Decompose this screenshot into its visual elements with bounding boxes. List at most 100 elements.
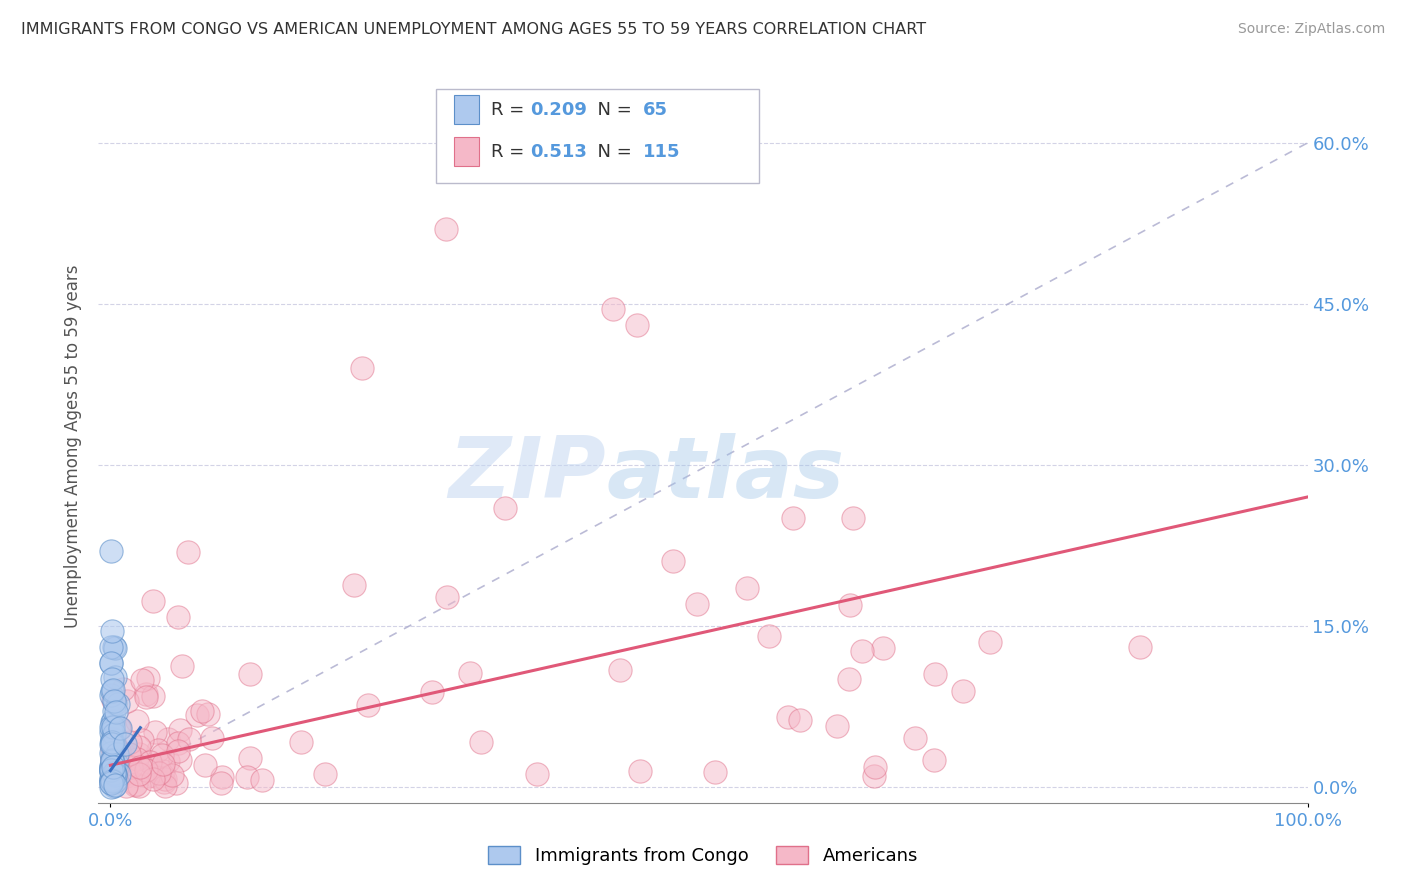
Point [686, 597, 709, 611]
Point [495, 500, 517, 515]
Point [157, 754, 180, 768]
Point [100, 543, 122, 558]
Point [314, 766, 336, 780]
Point [105, 756, 128, 771]
Point [100, 753, 122, 767]
Point [100, 772, 122, 786]
Text: Source: ZipAtlas.com: Source: ZipAtlas.com [1237, 22, 1385, 37]
Point [104, 696, 127, 710]
Text: 0.209: 0.209 [530, 101, 586, 119]
Point [104, 740, 127, 755]
Point [290, 735, 312, 749]
Point [107, 773, 129, 788]
Point [101, 772, 124, 786]
Point [152, 764, 174, 779]
Point [150, 748, 173, 763]
Point [107, 697, 129, 711]
Point [602, 302, 624, 317]
Point [170, 659, 193, 673]
Point [105, 705, 128, 719]
Point [131, 733, 153, 747]
Text: ZIP: ZIP [449, 433, 606, 516]
Point [155, 772, 177, 786]
Point [105, 772, 128, 787]
Point [239, 667, 262, 681]
Point [153, 775, 176, 789]
Point [128, 760, 150, 774]
Point [863, 760, 886, 774]
Point [194, 757, 217, 772]
Text: atlas: atlas [606, 433, 845, 516]
Point [101, 773, 124, 788]
Point [100, 640, 122, 655]
Point [146, 742, 169, 756]
Point [103, 640, 125, 655]
Point [115, 779, 138, 793]
Point [343, 578, 366, 592]
Point [101, 751, 124, 765]
Point [120, 759, 142, 773]
Point [125, 777, 148, 791]
Point [100, 764, 122, 778]
Point [201, 731, 224, 745]
Point [143, 763, 166, 777]
Point [103, 640, 125, 655]
Text: N =: N = [586, 101, 638, 119]
Point [100, 760, 122, 774]
Point [135, 690, 157, 704]
Point [420, 685, 443, 699]
Point [100, 746, 122, 760]
Point [100, 656, 122, 670]
Point [186, 707, 208, 722]
Point [169, 753, 191, 767]
Point [141, 594, 163, 608]
Point [100, 764, 122, 778]
Point [101, 760, 124, 774]
Point [166, 744, 188, 758]
Text: R =: R = [491, 101, 530, 119]
Point [128, 739, 150, 754]
Point [111, 681, 134, 696]
Point [167, 610, 190, 624]
Point [101, 720, 124, 734]
Point [703, 765, 725, 780]
Point [108, 721, 131, 735]
Point [100, 772, 122, 787]
Point [153, 779, 176, 793]
Point [148, 765, 170, 780]
Text: N =: N = [586, 143, 638, 161]
Point [101, 624, 124, 639]
Point [782, 511, 804, 525]
Point [128, 747, 150, 761]
Point [235, 770, 257, 784]
Point [191, 704, 214, 718]
Point [108, 721, 131, 735]
Point [100, 752, 122, 766]
Point [101, 731, 124, 746]
Point [142, 689, 165, 703]
Point [101, 684, 124, 698]
Point [789, 713, 811, 727]
Point [114, 737, 136, 751]
Point [117, 747, 139, 761]
Point [737, 582, 759, 596]
Point [952, 683, 974, 698]
Point [177, 544, 200, 558]
Point [115, 694, 138, 708]
Point [662, 554, 685, 568]
Point [100, 763, 122, 777]
Point [139, 755, 162, 769]
Point [143, 769, 166, 783]
Point [114, 765, 136, 780]
Point [108, 721, 131, 735]
Point [100, 776, 122, 790]
Point [104, 774, 127, 789]
Point [165, 776, 187, 790]
Point [979, 635, 1001, 649]
Point [120, 735, 142, 749]
Point [103, 758, 125, 772]
Point [458, 666, 481, 681]
Point [103, 704, 125, 718]
Point [103, 714, 125, 728]
Point [100, 772, 122, 786]
